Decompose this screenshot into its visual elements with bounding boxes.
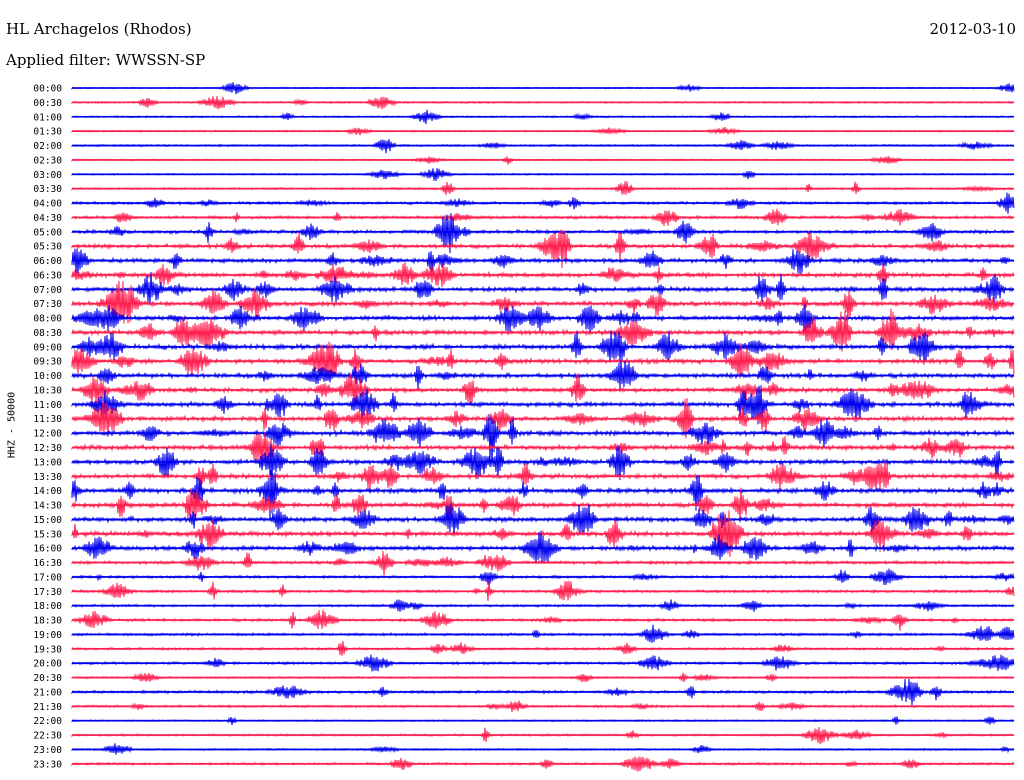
time-label: 06:30 <box>33 270 62 281</box>
traces <box>71 82 1015 772</box>
time-label: 20:00 <box>33 659 62 670</box>
time-label: 01:00 <box>33 112 62 123</box>
time-label: 18:30 <box>33 616 62 627</box>
time-label: 09:00 <box>33 342 62 353</box>
time-label: 07:00 <box>33 285 62 296</box>
time-label: 15:30 <box>33 529 62 540</box>
time-label: 13:00 <box>33 457 62 468</box>
time-label: 11:30 <box>33 414 62 425</box>
trace-line <box>71 550 1015 577</box>
filter-label: Applied filter: WWSSN-SP <box>6 51 206 69</box>
time-label: 12:00 <box>33 429 62 440</box>
time-label: 10:30 <box>33 385 62 396</box>
time-label: 02:30 <box>33 155 62 166</box>
time-label: 08:30 <box>33 328 62 339</box>
time-label: 07:30 <box>33 299 62 310</box>
time-label: 17:00 <box>33 572 62 583</box>
time-label: 19:30 <box>33 644 62 655</box>
time-label: 23:30 <box>33 759 62 770</box>
time-label: 22:30 <box>33 731 62 742</box>
time-label: 03:30 <box>33 184 62 195</box>
time-label: 09:30 <box>33 357 62 368</box>
time-label: 14:30 <box>33 501 62 512</box>
trace-line <box>71 579 1015 602</box>
time-label: 15:00 <box>33 515 62 526</box>
time-label: 11:00 <box>33 400 62 411</box>
time-label: 10:00 <box>33 371 62 382</box>
time-label: 08:00 <box>33 314 62 325</box>
time-label: 23:00 <box>33 745 62 756</box>
time-label: 16:30 <box>33 558 62 569</box>
time-label: 05:00 <box>33 227 62 238</box>
time-label: 19:00 <box>33 630 62 641</box>
time-label: 21:00 <box>33 687 62 698</box>
time-label: 18:00 <box>33 601 62 612</box>
time-label: 20:30 <box>33 673 62 684</box>
station-title: HL Archagelos (Rhodos) <box>6 20 192 38</box>
time-label: 05:30 <box>33 242 62 253</box>
time-label: 14:00 <box>33 486 62 497</box>
time-label: 02:00 <box>33 141 62 152</box>
time-label: 00:00 <box>33 84 62 95</box>
time-label: 12:30 <box>33 443 62 454</box>
time-label: 22:00 <box>33 716 62 727</box>
time-label: 13:30 <box>33 472 62 483</box>
time-label: 04:30 <box>33 213 62 224</box>
time-label: 00:30 <box>33 98 62 109</box>
time-label: 01:30 <box>33 127 62 138</box>
time-label: 16:00 <box>33 544 62 555</box>
chart-date: 2012-03-10 <box>929 20 1016 38</box>
trace-line <box>71 432 1015 470</box>
trace-line <box>71 359 1015 390</box>
trace-line <box>71 230 1015 269</box>
time-labels: 00:00 00:30 01:00 01:30 02:00 02:30 03:00 03:30… <box>33 84 62 771</box>
time-label: 21:30 <box>33 702 62 713</box>
time-label: 04:00 <box>33 199 62 210</box>
time-label: 03:00 <box>33 170 62 181</box>
time-label: 06:00 <box>33 256 62 267</box>
time-label: 17:30 <box>33 587 62 598</box>
